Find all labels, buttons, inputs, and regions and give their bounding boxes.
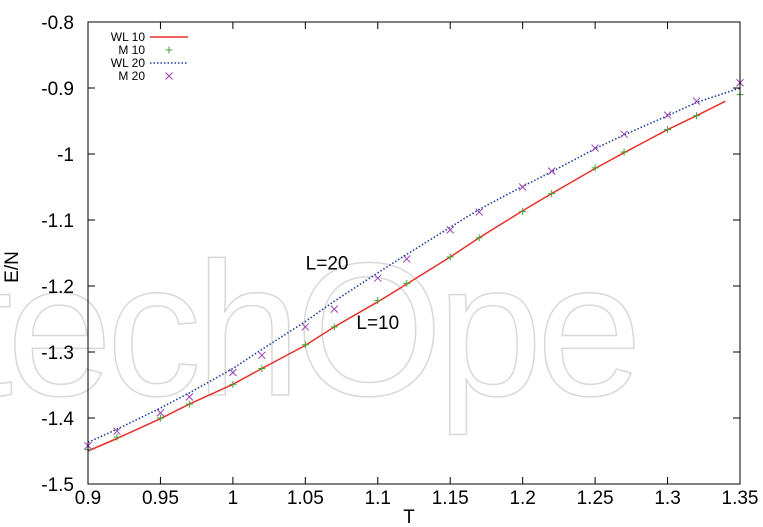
x-tick-label: 1.15 (432, 488, 469, 509)
y-tick-label: -0.9 (41, 79, 74, 100)
y-tick-label: -1.2 (41, 277, 74, 298)
data-point-m-20 (475, 208, 484, 216)
legend-swatch-m-20 (165, 72, 173, 80)
data-point-m-20 (446, 226, 455, 234)
data-point-m-10 (548, 190, 556, 198)
x-tick-label: 1.1 (365, 488, 391, 509)
x-tick-label: 1.3 (654, 488, 680, 509)
x-tick-label: 1 (228, 488, 239, 509)
data-point-m-10 (446, 253, 454, 261)
y-tick-label: -1.1 (41, 211, 74, 232)
x-tick-label: 0.95 (142, 488, 179, 509)
y-axis-label: E/N (2, 251, 23, 283)
legend-label-wl-20: WL 20 (111, 56, 146, 70)
data-point-m-20 (373, 274, 382, 282)
x-tick-label: 1.35 (722, 488, 759, 509)
data-point-m-10 (591, 164, 599, 172)
legend-swatch-m-10 (165, 46, 173, 54)
data-point-m-20 (258, 351, 266, 360)
data-point-m-20 (229, 368, 237, 377)
data-point-m-20 (663, 111, 672, 119)
data-point-m-20 (301, 323, 310, 331)
data-point-m-20 (185, 393, 194, 401)
data-point-m-10 (519, 207, 527, 215)
y-tick-label: -1.5 (41, 475, 74, 496)
annotation-l10: L=10 (356, 313, 399, 334)
data-point-m-20 (156, 408, 165, 417)
y-tick-label: -1 (57, 145, 74, 166)
data-point-m-10 (301, 341, 309, 349)
data-point-m-20 (547, 167, 556, 176)
x-tick-label: 1.2 (509, 488, 535, 509)
y-tick-label: -1.4 (41, 409, 74, 430)
x-tick-label: 1.25 (577, 488, 614, 509)
legend-label-m-10: M 10 (118, 43, 145, 57)
y-tick-label: -0.8 (41, 13, 74, 34)
data-point-m-10 (475, 234, 483, 242)
data-point-m-10 (620, 148, 628, 156)
data-point-m-10 (693, 112, 701, 120)
data-point-m-10 (403, 279, 411, 287)
data-point-m-20 (518, 183, 527, 191)
legend-label-wl-10: WL 10 (111, 30, 146, 44)
watermark-text: techOpe (0, 224, 636, 436)
data-point-m-20 (692, 97, 701, 106)
legend-label-m-20: M 20 (118, 69, 145, 83)
x-tick-label: 1.05 (287, 488, 324, 509)
data-point-m-10 (156, 414, 164, 422)
data-point-m-10 (113, 433, 121, 441)
series-line-wl-20 (87, 87, 741, 444)
x-axis-label: T (403, 507, 415, 527)
data-point-m-20 (591, 144, 599, 152)
data-point-m-10 (330, 323, 338, 331)
data-point-m-20 (620, 130, 628, 139)
data-point-m-10 (374, 297, 382, 305)
y-tick-label: -1.3 (41, 343, 74, 364)
data-point-m-10 (258, 365, 266, 372)
series-layer (84, 78, 744, 454)
plot-frame (87, 21, 741, 485)
data-point-m-20 (402, 255, 411, 263)
ticks-layer: 0.9 0.95 1 1.05 1.1 1.15 1.2 1.25 1.3 1.35 -1.5 -1.… (41, 13, 758, 509)
x-tick-label: 0.9 (75, 488, 101, 509)
data-point-m-10 (664, 126, 672, 134)
data-point-m-20 (330, 305, 339, 313)
data-point-m-10 (185, 400, 193, 408)
data-point-m-10 (229, 380, 237, 388)
annotation-l20: L=20 (306, 254, 349, 275)
data-point-m-20 (113, 427, 121, 436)
